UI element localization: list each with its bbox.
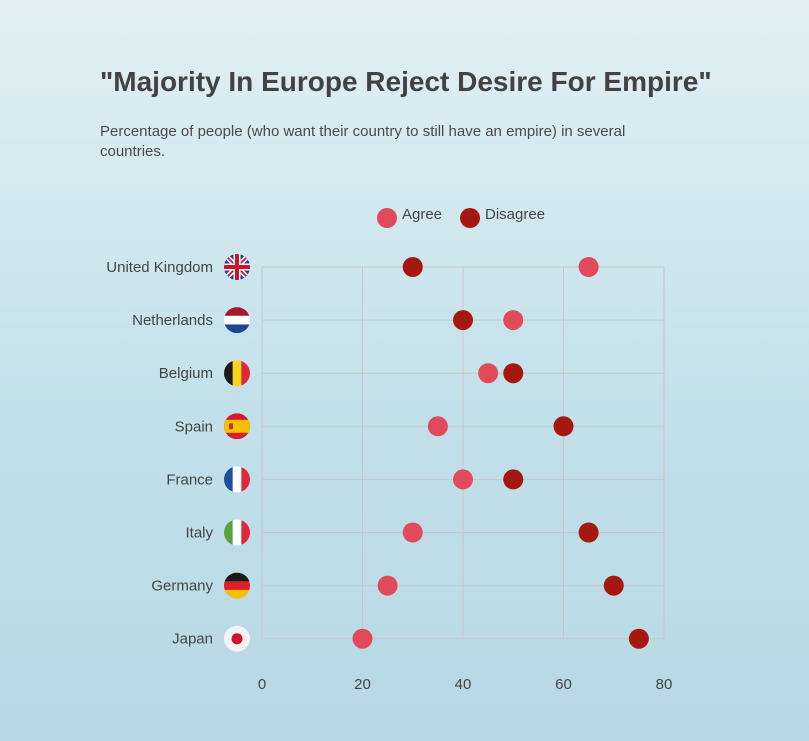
disagree-point[interactable] [578,522,599,543]
disagree-point[interactable] [553,416,574,437]
uk-flag-icon [224,254,250,280]
germany-flag-icon [224,572,250,599]
agree-point[interactable] [352,628,373,649]
x-tick-label: 80 [656,676,673,693]
legend-marker [460,208,480,228]
chart-subtitle: Percentage of people (who want their cou… [100,123,626,160]
x-axis-tick-labels: 0 20 40 60 80 [258,676,673,693]
disagree-point[interactable] [402,257,423,277]
belgium-flag-icon [224,360,250,387]
agree-point[interactable] [478,363,499,384]
category-label: United Kingdom [106,259,213,276]
x-tick-label: 0 [258,676,266,693]
agree-point[interactable] [427,416,448,437]
legend-marker [377,208,397,228]
agree-point[interactable] [402,522,423,543]
legend-item-agree[interactable]: Agree [377,206,442,228]
x-tick-label: 40 [455,676,472,693]
agree-point[interactable] [453,469,473,490]
data-points [352,257,649,649]
italy-flag-icon [224,519,250,546]
disagree-point[interactable] [503,363,524,384]
france-flag-icon [224,466,250,493]
x-tick-label: 60 [555,676,572,693]
category-labels: United Kingdom Netherlands Belgium Spain Fra… [106,259,213,648]
agree-point[interactable] [377,575,398,596]
category-label: Spain [175,418,213,435]
chart-title: "Majority In Europe Reject Desire For Em… [100,66,712,97]
spain-flag-icon [224,413,250,440]
legend-label: Agree [402,206,442,223]
category-label: France [166,471,213,488]
country-flags [224,254,250,652]
category-label: Belgium [159,365,213,382]
disagree-point[interactable] [603,575,624,596]
agree-point[interactable] [503,310,524,331]
legend[interactable]: Agree Disagree [377,206,545,228]
legend-item-disagree[interactable]: Disagree [460,206,545,228]
legend-label: Disagree [485,206,545,223]
x-tick-label: 20 [354,676,371,693]
category-label: Netherlands [132,312,213,329]
agree-point[interactable] [578,257,599,277]
japan-flag-icon [224,625,250,652]
category-label: Japan [172,631,213,648]
disagree-point[interactable] [628,628,649,649]
disagree-point[interactable] [503,469,524,490]
netherlands-flag-icon [224,307,250,334]
disagree-point[interactable] [453,310,473,331]
category-label: Germany [151,578,213,595]
category-label: Italy [185,525,213,542]
